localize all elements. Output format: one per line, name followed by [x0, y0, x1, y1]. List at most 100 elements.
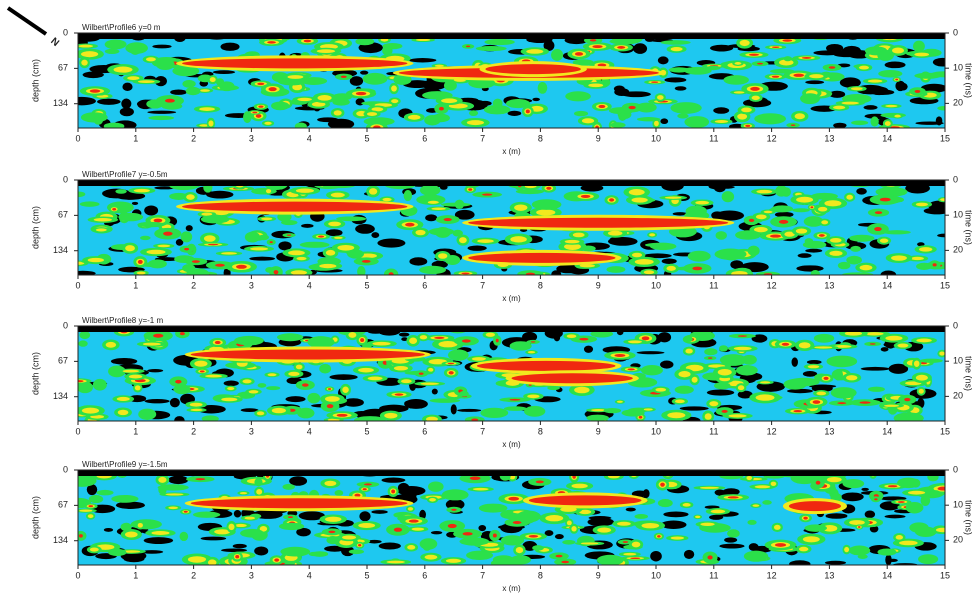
yellow-blob [330, 192, 345, 198]
green-blob [603, 407, 622, 414]
green-blob [257, 383, 267, 388]
yellow-blob [802, 536, 820, 543]
dark-blob [864, 510, 876, 519]
red-blob [932, 263, 937, 267]
yellow-blob [778, 59, 794, 66]
yellow-blob [324, 480, 337, 486]
red-blob [737, 335, 748, 337]
red-blob [660, 482, 665, 487]
dark-blob [359, 511, 371, 522]
x-axis-label: x (m) [502, 440, 521, 449]
x-tick-label: 0 [75, 280, 80, 290]
dark-blob [774, 211, 794, 218]
dark-blob [206, 190, 234, 199]
red-blob [363, 483, 372, 486]
green-blob [721, 191, 735, 203]
yellow-blob [907, 490, 926, 495]
green-blob [849, 234, 875, 242]
yellow-blob [784, 231, 795, 237]
green-blob [78, 191, 86, 198]
yellow-blob [113, 66, 133, 73]
green-blob [636, 117, 661, 122]
dark-blob [425, 214, 438, 222]
yellow-blob [342, 535, 357, 540]
green-blob [234, 335, 264, 346]
green-blob [383, 268, 399, 275]
red-blob [597, 63, 607, 67]
yellow-blob [634, 259, 654, 265]
x-tick-label: 4 [307, 426, 312, 436]
dark-blob [917, 242, 925, 247]
red-blob [153, 333, 164, 338]
green-blob [826, 355, 858, 368]
dark-blob [144, 398, 170, 404]
yellow-blob [879, 238, 889, 243]
dark-blob [791, 357, 798, 367]
y2-tick-label: 0 [953, 27, 958, 37]
x-tick-label: 2 [191, 426, 196, 436]
x-tick-label: 3 [249, 280, 254, 290]
green-blob [355, 37, 375, 46]
frame [77, 32, 946, 129]
dark-blob [143, 537, 174, 544]
green-blob [727, 529, 740, 538]
yellow-blob [292, 83, 303, 91]
green-blob [877, 548, 897, 556]
red-blob [525, 272, 535, 275]
x-tick-label: 15 [940, 426, 950, 436]
dark-blob [643, 253, 672, 259]
yellow-blob [746, 475, 753, 481]
dark-blob [888, 363, 909, 374]
dark-blob [169, 397, 180, 408]
red-blob [361, 260, 371, 263]
yellow-blob [328, 221, 342, 227]
green-blob [483, 105, 511, 115]
yellow-blob [892, 47, 904, 54]
red-blob [837, 402, 847, 405]
yellow-blob [849, 520, 865, 526]
red-blob [555, 554, 563, 558]
dark-blob [880, 496, 907, 501]
x-tick-label: 9 [596, 133, 601, 143]
yellow-blob [643, 270, 655, 275]
red-blob [561, 560, 570, 564]
yellow-blob [915, 202, 929, 207]
green-blob [878, 69, 903, 78]
yellow-blob [891, 255, 907, 261]
red-blob [207, 243, 219, 246]
dark-blob [240, 408, 259, 413]
dark-blob [713, 107, 730, 114]
yellow-blob [641, 522, 660, 529]
yellow-blob [571, 483, 588, 489]
yellow-blob [142, 342, 161, 346]
red-blob [183, 510, 188, 513]
green-blob [715, 231, 727, 240]
panel-title: Wilbert\Profile9 y=-1.5m [82, 460, 168, 469]
yellow-blob [664, 196, 682, 199]
green-blob [572, 59, 594, 66]
red-blob [528, 384, 532, 386]
red-blob [418, 372, 424, 375]
yellow-blob [419, 335, 428, 340]
green-blob [848, 545, 871, 556]
dark-blob [168, 475, 189, 485]
yellow-blob [731, 270, 748, 275]
yellow-blob [627, 340, 642, 344]
x-tick-label: 10 [651, 280, 661, 290]
red-blob [708, 357, 713, 359]
red-blob [525, 109, 530, 114]
red-blob [468, 188, 473, 191]
green-blob [332, 98, 350, 106]
yellow-blob [616, 400, 623, 403]
dark-blob [932, 57, 945, 67]
red-blob [267, 41, 276, 44]
dark-blob [249, 256, 276, 261]
dark-blob [478, 524, 487, 532]
green-blob [909, 522, 929, 533]
green-blob [517, 270, 544, 275]
yellow-blob [895, 535, 904, 540]
dark-blob [377, 238, 406, 248]
green-blob [104, 39, 127, 50]
yellow-blob [846, 375, 858, 381]
yellow-blob [325, 516, 342, 522]
